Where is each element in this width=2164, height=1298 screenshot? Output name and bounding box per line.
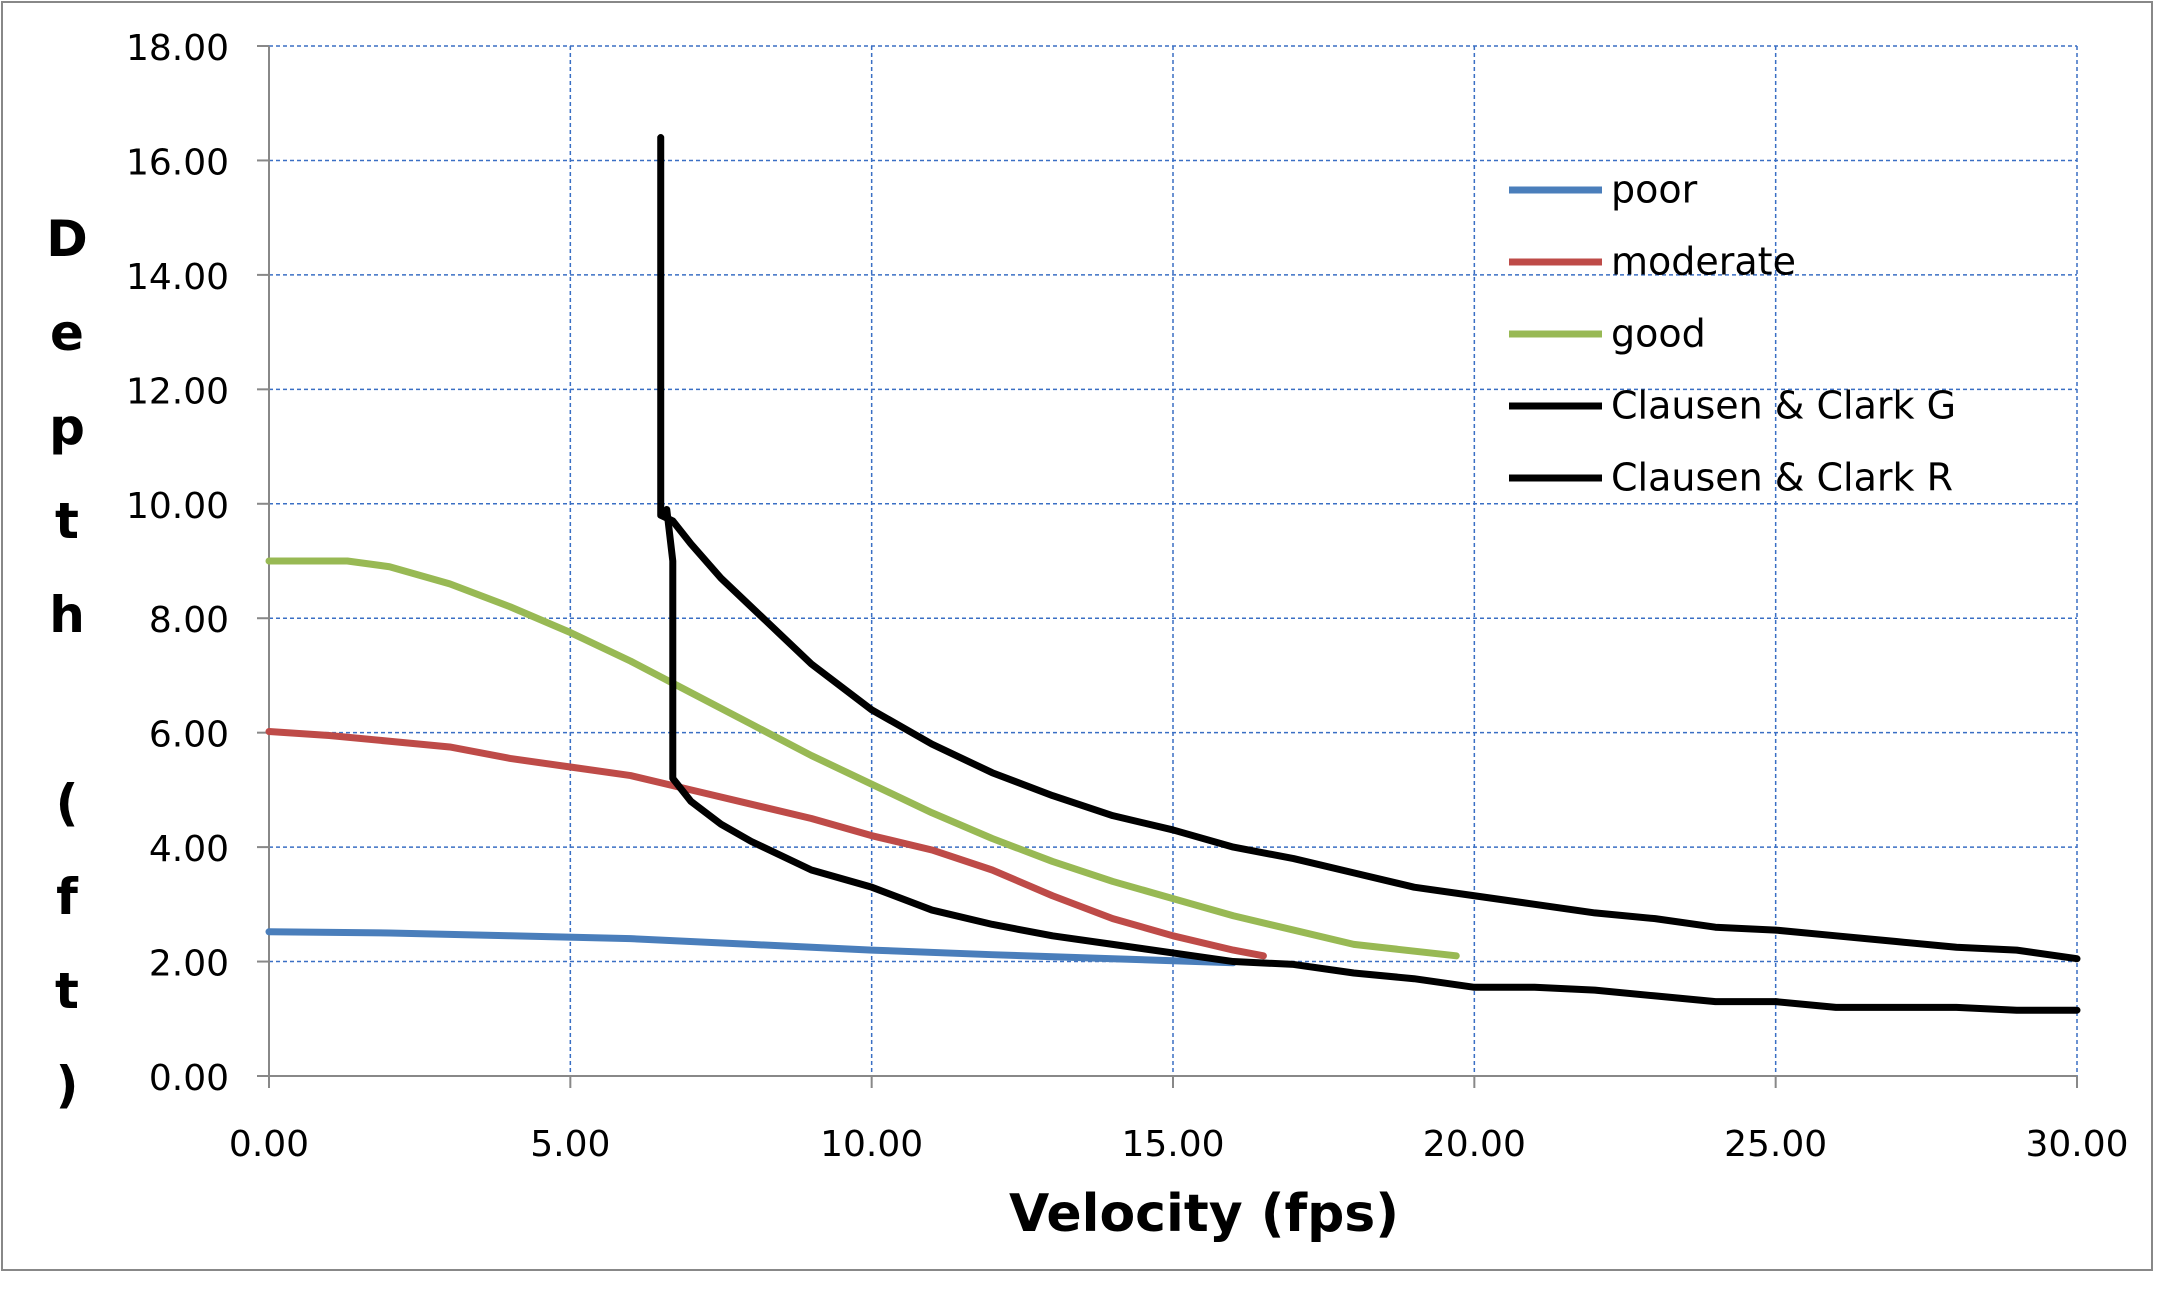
chart-border: [1, 1, 2153, 1271]
x-tick-label: 30.00: [2025, 1124, 2128, 1165]
legend-label: good: [1611, 312, 1706, 356]
y-tick-label: 0.00: [149, 1058, 229, 1099]
data-line: [657, 134, 2081, 963]
data-line: [265, 557, 1460, 960]
y-tick-label: 6.00: [149, 715, 229, 756]
data-line: [265, 928, 1237, 967]
data-line: [663, 506, 2081, 1014]
data-line: [265, 728, 1267, 960]
x-tick-label: 10.00: [820, 1124, 923, 1165]
y-tick-label: 12.00: [126, 371, 229, 412]
x-tick-label: 5.00: [530, 1124, 610, 1165]
x-axis-title: Velocity (fps): [1009, 1184, 1399, 1244]
x-tick-label: 25.00: [1724, 1124, 1827, 1165]
y-tick-label: 4.00: [149, 829, 229, 870]
x-tick-label: 0.00: [229, 1124, 309, 1165]
y-axis-title: Depth (ft): [38, 210, 96, 1150]
y-tick-label: 16.00: [126, 142, 229, 183]
legend-label: poor: [1611, 168, 1698, 212]
y-tick-label: 2.00: [149, 944, 229, 985]
y-tick-label: 8.00: [149, 600, 229, 641]
y-tick-label: 10.00: [126, 486, 229, 527]
legend-label: moderate: [1611, 240, 1796, 284]
x-tick-label: 20.00: [1423, 1124, 1526, 1165]
legend-label: Clausen & Clark G: [1611, 384, 1956, 428]
y-tick-label: 18.00: [126, 28, 229, 69]
legend-label: Clausen & Clark R: [1611, 456, 1953, 500]
x-tick-label: 15.00: [1121, 1124, 1224, 1165]
y-tick-label: 14.00: [126, 257, 229, 298]
